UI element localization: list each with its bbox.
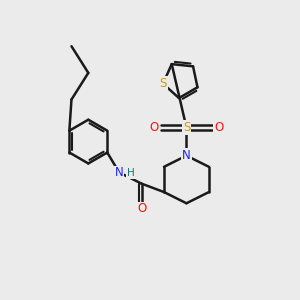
- Text: O: O: [214, 121, 223, 134]
- Text: N: N: [182, 149, 191, 162]
- Text: O: O: [137, 202, 146, 215]
- Text: S: S: [183, 121, 190, 134]
- Text: S: S: [159, 77, 167, 90]
- Text: O: O: [150, 121, 159, 134]
- Text: N: N: [115, 167, 124, 179]
- Text: H: H: [127, 168, 135, 178]
